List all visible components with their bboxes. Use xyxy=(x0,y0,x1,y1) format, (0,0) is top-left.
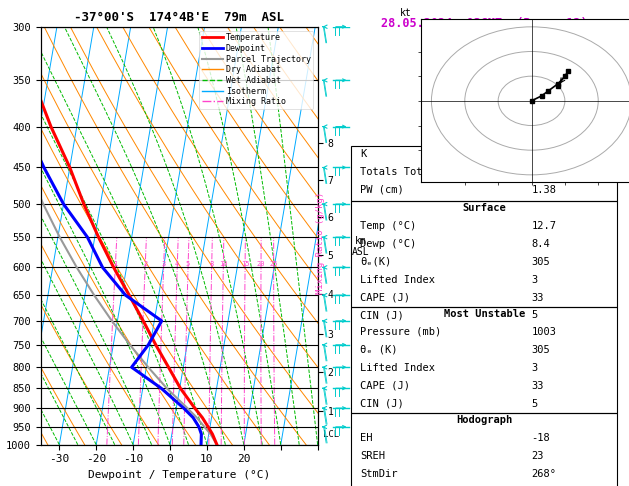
Text: Pressure (mb): Pressure (mb) xyxy=(360,327,441,337)
Text: 1.38: 1.38 xyxy=(532,185,557,194)
Text: CAPE (J): CAPE (J) xyxy=(360,293,409,303)
Text: EH: EH xyxy=(360,433,372,443)
Bar xyxy=(352,201,617,307)
Text: 46: 46 xyxy=(532,167,544,177)
Text: 5: 5 xyxy=(532,311,538,320)
Text: 268°: 268° xyxy=(532,469,557,479)
Text: 8.4: 8.4 xyxy=(532,239,550,249)
Text: 3: 3 xyxy=(162,261,166,267)
Text: 4: 4 xyxy=(175,261,179,267)
Bar xyxy=(352,146,617,201)
X-axis label: Dewpoint / Temperature (°C): Dewpoint / Temperature (°C) xyxy=(88,470,270,480)
Text: 10: 10 xyxy=(219,261,228,267)
Text: 3: 3 xyxy=(532,363,538,373)
Text: 33: 33 xyxy=(532,293,544,303)
Y-axis label: km
ASL: km ASL xyxy=(352,236,370,257)
Title: -37°00'S  174°4B'E  79m  ASL: -37°00'S 174°4B'E 79m ASL xyxy=(74,11,284,24)
Text: θₑ(K): θₑ(K) xyxy=(360,257,391,267)
Text: 28.05.2024  03GMT  (Base: 12): 28.05.2024 03GMT (Base: 12) xyxy=(381,17,587,30)
Text: Surface: Surface xyxy=(462,203,506,213)
Text: Totals Totals: Totals Totals xyxy=(360,167,441,177)
Text: Dewp (°C): Dewp (°C) xyxy=(360,239,416,249)
Text: K: K xyxy=(360,149,366,159)
Text: 25: 25 xyxy=(269,261,278,267)
Text: 6: 6 xyxy=(532,149,538,159)
Text: 305: 305 xyxy=(532,257,550,267)
Text: 2: 2 xyxy=(143,261,147,267)
Text: kt: kt xyxy=(399,8,411,18)
Text: Mixing Ratio (g/kg): Mixing Ratio (g/kg) xyxy=(316,192,325,294)
Text: SREH: SREH xyxy=(360,451,385,461)
Legend: Temperature, Dewpoint, Parcel Trajectory, Dry Adiabat, Wet Adiabat, Isotherm, Mi: Temperature, Dewpoint, Parcel Trajectory… xyxy=(199,31,313,109)
Text: PW (cm): PW (cm) xyxy=(360,185,404,194)
Text: Lifted Index: Lifted Index xyxy=(360,275,435,285)
Text: LCL: LCL xyxy=(323,430,339,439)
Text: 5: 5 xyxy=(186,261,190,267)
Text: 8: 8 xyxy=(209,261,214,267)
Text: Temp (°C): Temp (°C) xyxy=(360,221,416,231)
Bar xyxy=(352,307,617,413)
Text: Lifted Index: Lifted Index xyxy=(360,363,435,373)
Text: CAPE (J): CAPE (J) xyxy=(360,381,409,391)
Text: 12.7: 12.7 xyxy=(532,221,557,231)
Text: 3: 3 xyxy=(532,275,538,285)
Text: CIN (J): CIN (J) xyxy=(360,311,404,320)
Text: 305: 305 xyxy=(532,345,550,355)
Text: 5: 5 xyxy=(532,399,538,409)
Bar xyxy=(352,413,617,486)
Text: Most Unstable: Most Unstable xyxy=(443,309,525,319)
Text: 1003: 1003 xyxy=(532,327,557,337)
Text: 33: 33 xyxy=(532,381,544,391)
Text: 1: 1 xyxy=(113,261,118,267)
Text: θₑ (K): θₑ (K) xyxy=(360,345,398,355)
Text: CIN (J): CIN (J) xyxy=(360,399,404,409)
Text: Hodograph: Hodograph xyxy=(456,415,513,425)
Text: StmDir: StmDir xyxy=(360,469,398,479)
Text: -18: -18 xyxy=(532,433,550,443)
Text: 20: 20 xyxy=(257,261,265,267)
Text: 23: 23 xyxy=(532,451,544,461)
Text: 15: 15 xyxy=(241,261,249,267)
